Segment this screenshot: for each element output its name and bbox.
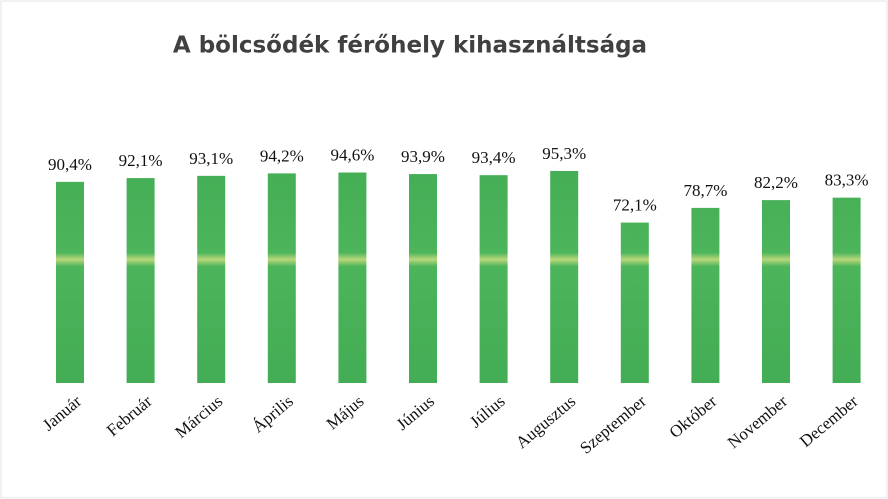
bar [338,172,367,383]
bar [550,170,579,383]
value-label: 93,9% [401,147,445,166]
chart-title: A bölcsődék férőhely kihasználtsága [173,33,647,59]
bar [620,222,649,383]
value-label: 83,3% [825,171,869,190]
bar [691,207,720,383]
bar [126,178,155,383]
value-label: 92,1% [119,151,163,170]
value-label: 82,2% [754,173,798,192]
bar [197,175,226,383]
bar [762,200,790,383]
value-label: 78,7% [683,181,727,200]
bar [409,174,437,383]
bar [267,173,296,383]
value-label: 94,2% [260,146,304,165]
value-label: 95,3% [542,144,586,163]
value-label: 72,1% [613,195,657,214]
bar [832,197,861,383]
value-label: 93,1% [189,149,233,168]
value-label: 94,6% [330,145,374,164]
value-label: 90,4% [48,155,92,174]
value-label: 93,4% [472,148,516,167]
bar [479,175,508,383]
bar [56,181,84,383]
